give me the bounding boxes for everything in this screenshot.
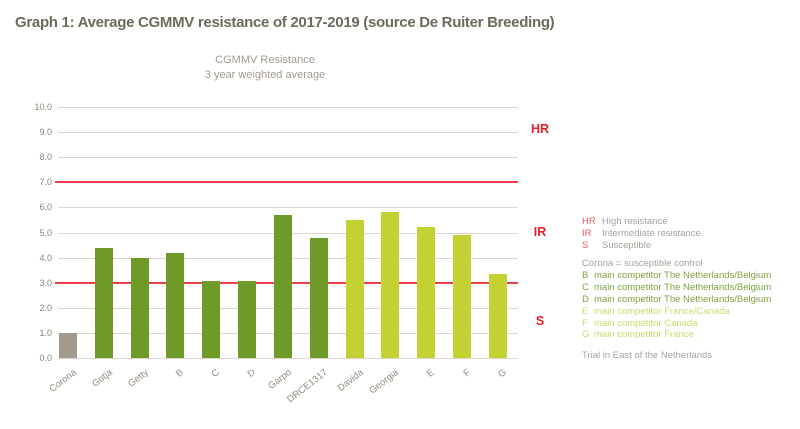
y-axis-tick-label: 6.0 [39,202,52,213]
gridline [58,207,518,209]
zone-label-hr: HR [530,121,550,136]
legend-key: IR [582,228,592,240]
bar-C [202,281,221,358]
legend-key: D [582,293,589,305]
bar-Gotja [94,247,113,358]
legend-key: E [582,305,589,317]
legend-label: main competitor France/Canada [594,305,730,317]
chart-subtitle: CGMMV Resistance 3 year weighted average [110,53,420,83]
trial-note: Trial in East of the Netherlands [582,350,713,361]
x-axis-tick-label: G [496,367,509,381]
x-axis-tick-label: C [209,367,223,380]
y-axis-tick-label: 9.0 [39,127,52,138]
bar-E [417,227,436,358]
legend-key: S [582,240,589,252]
resistance-legend: HR High resistance IR Intermediate resistan… [582,216,701,253]
x-axis-tick-label: Davida [335,367,366,394]
bar-B [166,252,185,358]
resistance-legend-row: IR Intermediate resistance [582,228,701,240]
bar-Georgia [381,212,400,358]
gridline [58,107,518,108]
legend-label: Intermediate resistance [602,228,701,240]
x-axis-tick-label: Garpo [266,367,294,392]
bar-DRCE1317 [309,237,328,358]
x-axis-tick-label: F [461,367,473,380]
y-axis-tick-label: 3.0 [39,277,52,288]
legend-label: Susceptible [602,240,652,252]
x-axis-tick-label: D [245,367,258,380]
gridline [58,132,518,134]
y-axis-tick-label: 1.0 [39,327,52,338]
x-axis-tick-label: Georgia [367,367,402,397]
x-axis-tick-label: Corona [47,367,79,395]
x-axis-tick-label: E [425,367,438,380]
legend-key: F [582,317,588,329]
y-axis-tick-label: 4.0 [39,252,52,263]
corona-note: Corona = susceptible control [582,258,703,269]
y-axis-tick-label: 10.0 [34,102,52,112]
bar-D [238,281,257,358]
bar-Corona [59,332,77,358]
gridline [58,157,518,159]
page-title: Graph 1: Average CGMMV resistance of 201… [15,14,555,31]
chart-subtitle-line1: CGMMV Resistance [215,54,315,66]
resistance-legend-row: S Susceptible [582,240,701,252]
y-axis-tick-label: 5.0 [39,227,52,238]
legend-key: C [582,281,589,293]
legend-key: HR [582,216,596,227]
x-axis-tick-label: DRCE1317 [284,367,330,406]
legend-label: main competitor The Netherlands/Belgium [594,269,772,281]
resistance-legend-row: HR High resistance [582,216,701,228]
legend-label: main competitor The Netherlands/Belgium [594,281,772,293]
x-axis-tick-label: Gotja [89,367,115,390]
legend-key: B [582,269,589,281]
legend-key: G [582,329,590,341]
x-axis-tick-label: Getty [125,367,151,390]
bar-Davida [345,219,364,358]
bar-F [453,235,472,358]
zone-label-s: S [535,313,545,328]
bar-Garpo [273,214,292,358]
bar-G [488,273,507,358]
y-axis-tick-label: 2.0 [39,302,52,313]
zone-label-ir: IR [533,224,547,239]
gridline [58,358,518,359]
x-axis-tick-label: B [174,367,187,380]
reference-line [55,181,518,184]
legend-label: main competitor France [594,329,694,341]
legend-label: High resistance [602,216,668,227]
bar-Getty [130,257,149,358]
y-axis-tick-label: 8.0 [39,152,52,163]
y-axis-tick-label: 0.0 [39,353,52,363]
y-axis-tick-label: 7.0 [39,177,52,188]
chart-subtitle-line2: 3 year weighted average [204,69,326,81]
legend-label: main competitor Canada [594,317,698,329]
legend-label: main competitor The Netherlands/Belgium [594,293,772,305]
